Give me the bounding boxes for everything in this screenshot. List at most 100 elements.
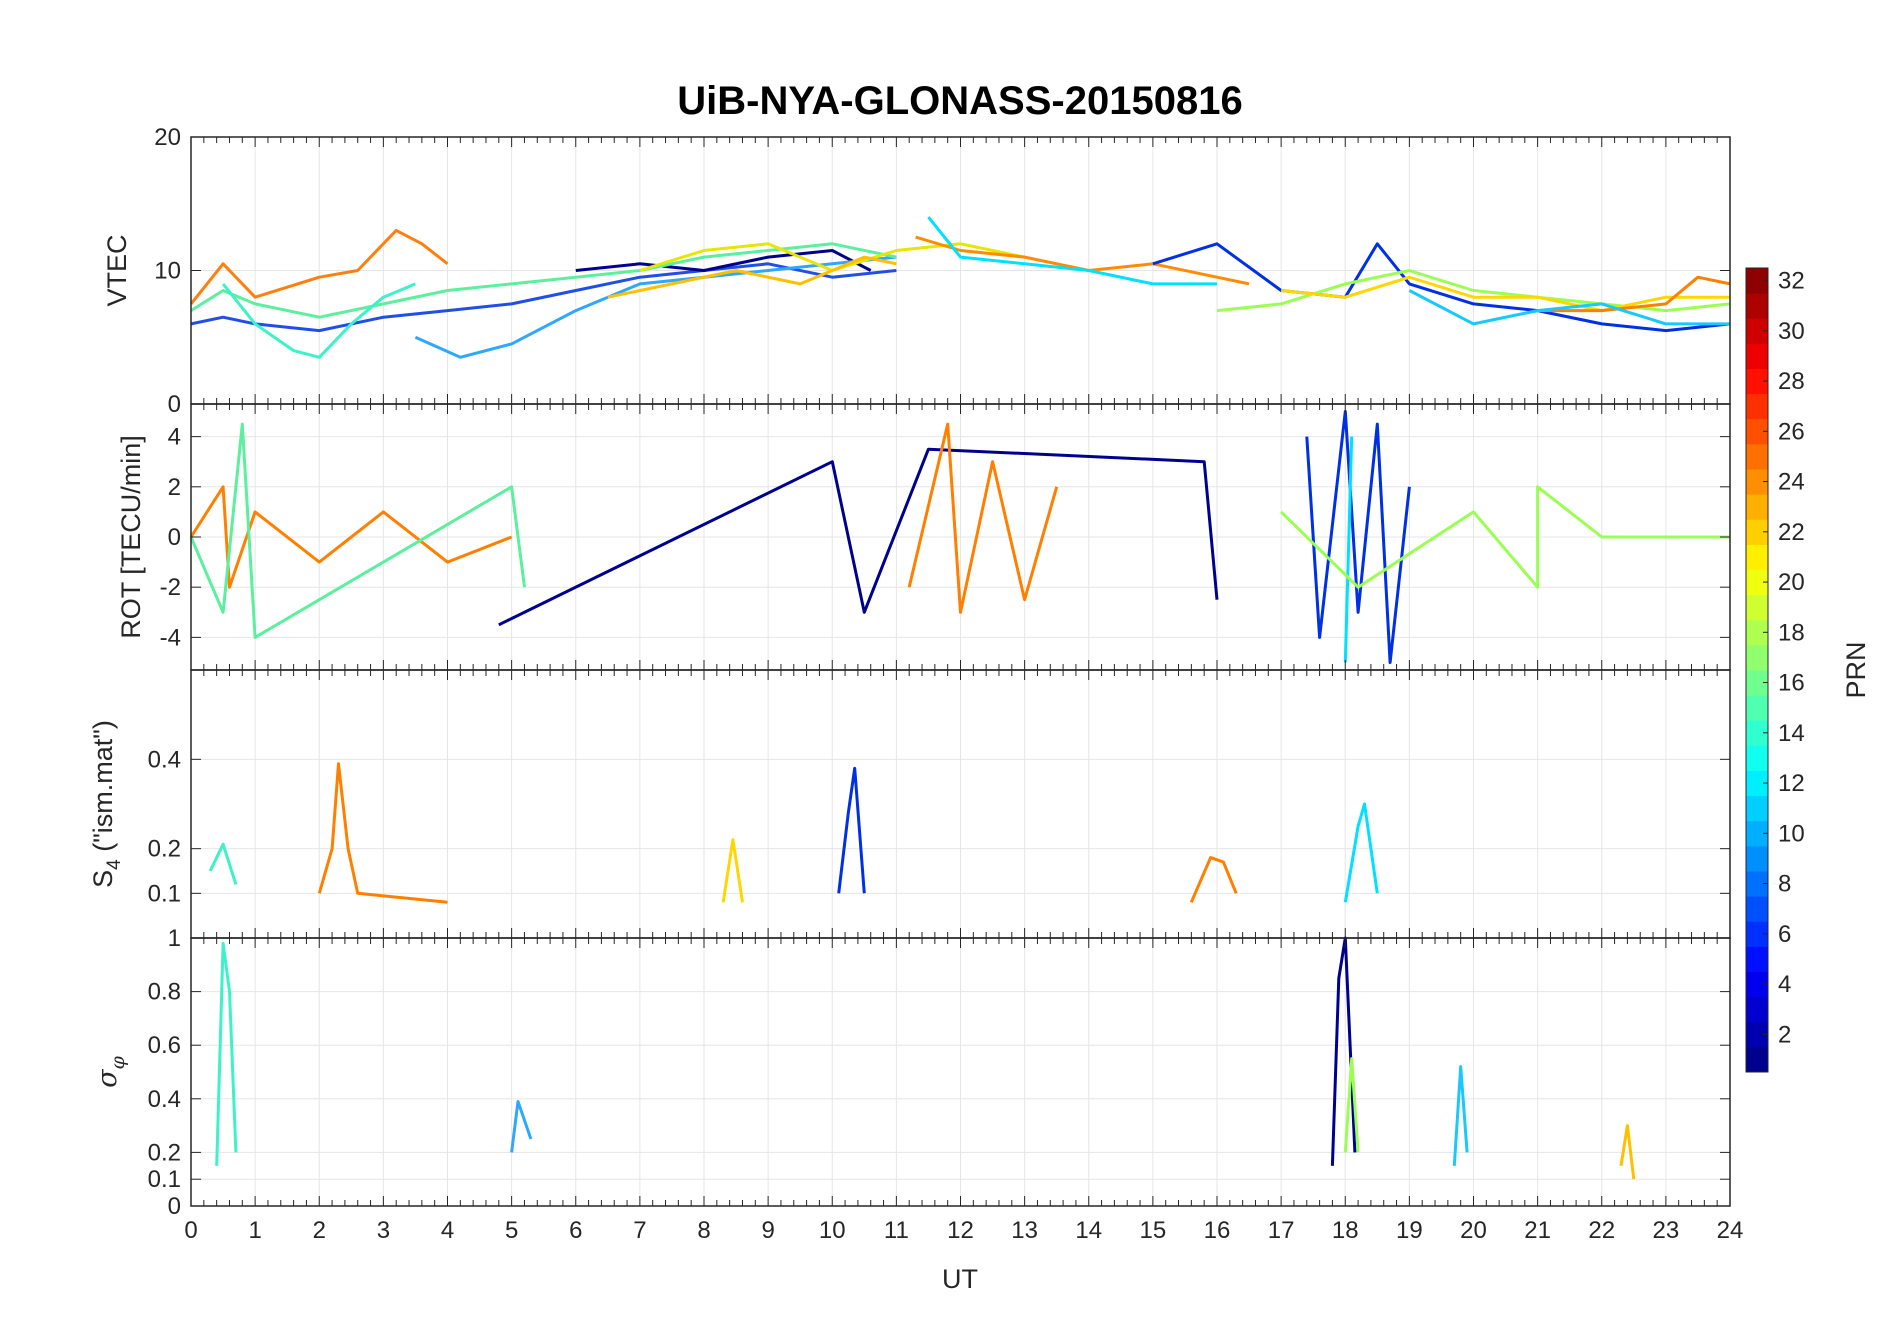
colorbar-tick-label: 4 — [1778, 971, 1791, 998]
series-line-s4-4 — [1189, 856, 1238, 903]
series-line-vtec-13 — [1537, 275, 1731, 313]
y-tick-label: 0.4 — [148, 746, 181, 773]
colorbar-swatch — [1746, 921, 1768, 947]
series-line-rot-0 — [189, 485, 513, 589]
y-axis-label: ROT [TECU/min] — [116, 435, 146, 639]
series-line-vtec-3 — [189, 228, 449, 305]
series-line-sigma_phi-0 — [215, 941, 238, 1166]
colorbar-swatch — [1746, 770, 1768, 797]
x-tick-label: 19 — [1396, 1217, 1423, 1244]
colorbar-swatch — [1746, 443, 1768, 470]
y-tick-label: 0.6 — [148, 1032, 181, 1059]
colorbar-tick-label: 8 — [1778, 871, 1791, 898]
series-line-vtec-9 — [927, 216, 1217, 286]
y-tick-label: 10 — [154, 258, 181, 285]
x-tick-label: 21 — [1524, 1217, 1551, 1244]
colorbar-tick-label: 28 — [1778, 368, 1805, 395]
colorbar-swatch — [1746, 820, 1768, 847]
x-tick-label: 3 — [377, 1217, 390, 1244]
colorbar-swatch — [1746, 343, 1768, 369]
x-tick-label: 2 — [313, 1217, 326, 1244]
x-tick-label: 17 — [1268, 1217, 1295, 1244]
x-tick-label: 16 — [1204, 1217, 1231, 1244]
colorbar-swatch — [1746, 619, 1768, 646]
colorbar-tick-label: 16 — [1778, 670, 1805, 697]
colorbar-tick-label: 12 — [1778, 770, 1805, 797]
series-line-vtec-1 — [575, 249, 872, 272]
colorbar-swatch — [1746, 745, 1768, 771]
colorbar-swatch — [1746, 469, 1768, 495]
colorbar-tick-label: 18 — [1778, 619, 1805, 646]
y-axis-label: σφ — [92, 1055, 129, 1087]
x-tick-label: 13 — [1011, 1217, 1038, 1244]
colorbar-tick-label: 20 — [1778, 569, 1805, 596]
y-tick-label: 0.1 — [148, 1166, 181, 1193]
series-line-s4-0 — [317, 762, 448, 904]
colorbar-swatch — [1746, 946, 1768, 972]
series-line-vtec-11 — [1216, 269, 1731, 313]
colorbar-swatch — [1746, 871, 1768, 897]
y-tick-label: 0 — [168, 391, 181, 418]
colorbar-swatch — [1746, 896, 1768, 922]
y-tick-label: 0.1 — [148, 880, 181, 907]
x-tick-label: 6 — [569, 1217, 582, 1244]
colorbar-swatch — [1746, 845, 1768, 872]
x-tick-label: 0 — [184, 1217, 197, 1244]
series-line-s4-1 — [837, 766, 866, 894]
colorbar-swatch — [1746, 795, 1768, 822]
series-line-vtec-2 — [414, 255, 897, 359]
series-line-s4-2 — [1343, 802, 1379, 903]
x-tick-label: 1 — [248, 1217, 261, 1244]
colorbar-swatch — [1746, 393, 1768, 420]
x-tick-label: 20 — [1460, 1217, 1487, 1244]
x-tick-label: 23 — [1653, 1217, 1680, 1244]
series-line-vtec-4 — [190, 242, 897, 319]
colorbar-tick-label: 10 — [1778, 820, 1805, 847]
y-tick-label: 20 — [154, 124, 181, 151]
colorbar-swatch — [1746, 720, 1768, 746]
series-line-sigma_phi-3 — [1452, 1065, 1469, 1166]
series-line-sigma_phi-1 — [1330, 936, 1357, 1166]
colorbar-swatch — [1746, 368, 1768, 395]
series-line-rot-3 — [907, 422, 1059, 614]
y-tick-label: 0.2 — [148, 1139, 181, 1166]
series-line-rot-6 — [1280, 485, 1730, 589]
x-tick-label: 8 — [697, 1217, 710, 1244]
y-tick-label: 0.8 — [148, 979, 181, 1006]
x-tick-label: 12 — [947, 1217, 974, 1244]
x-tick-label: 24 — [1717, 1217, 1744, 1244]
y-tick-label: 2 — [168, 474, 181, 501]
colorbar-swatch — [1746, 1021, 1768, 1048]
colorbar-tick-label: 22 — [1778, 519, 1805, 546]
panel-vtec: 10 20 VTEC — [102, 124, 1731, 405]
colorbar-tick-label: 32 — [1778, 268, 1805, 295]
y-tick-label: 0 — [168, 524, 181, 551]
series-line-vtec-7 — [607, 255, 897, 299]
y-tick-label: 1 — [168, 925, 181, 952]
colorbar-swatch — [1746, 644, 1768, 671]
colorbar-swatch — [1746, 418, 1768, 445]
colorbar-swatch — [1746, 670, 1768, 696]
x-tick-label: 22 — [1588, 1217, 1615, 1244]
x-tick-label: 14 — [1075, 1217, 1102, 1244]
x-tick-label: 7 — [633, 1217, 646, 1244]
colorbar-tick-label: 14 — [1778, 720, 1805, 747]
x-tick-label: 4 — [441, 1217, 454, 1244]
series-line-rot-1 — [189, 422, 526, 639]
x-tick-label: 10 — [819, 1217, 846, 1244]
colorbar-swatch — [1746, 293, 1768, 319]
colorbar-frame — [1745, 267, 1769, 1073]
colorbar-swatch — [1746, 519, 1768, 545]
colorbar-label: PRN — [1841, 641, 1871, 698]
x-tick-label: 9 — [761, 1217, 774, 1244]
series-line-s4-3 — [208, 842, 238, 885]
colorbar-swatch — [1746, 695, 1768, 721]
colorbar-swatch — [1746, 594, 1768, 621]
series-line-rot-4 — [1305, 410, 1411, 664]
colorbar-tick-label: 2 — [1778, 1021, 1791, 1048]
y-tick-label: 0.2 — [148, 836, 181, 863]
colorbar-swatch — [1746, 569, 1768, 596]
